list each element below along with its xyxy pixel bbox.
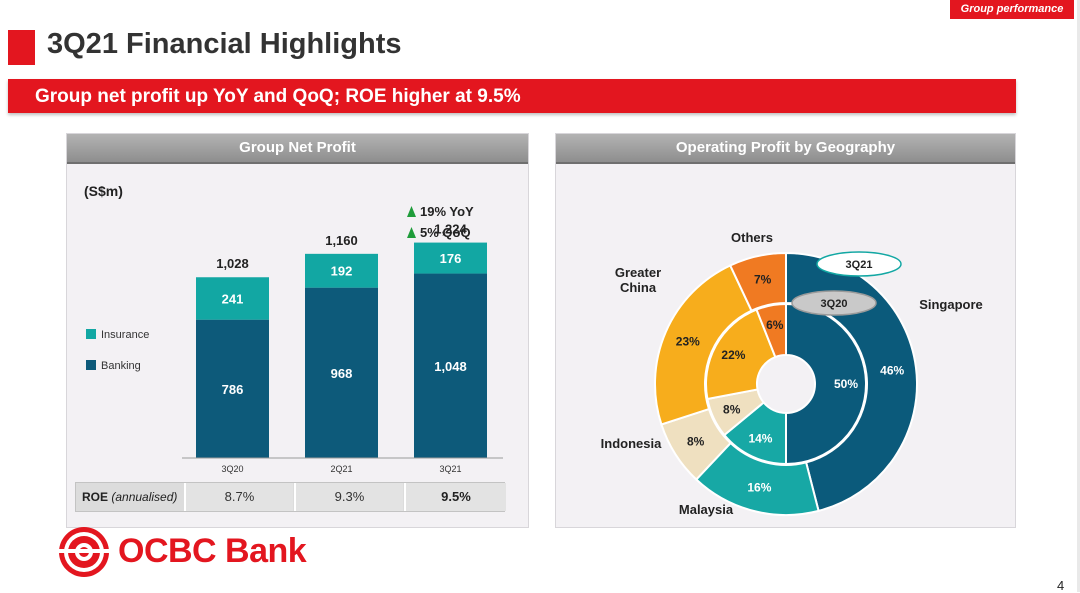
unit-label: (S$m) <box>84 183 123 199</box>
category-label-greater-china: China <box>620 280 657 295</box>
category-label-indonesia: Indonesia <box>601 436 662 451</box>
roe-cell-3q21: 9.5% <box>404 483 506 511</box>
bar-insurance-3q20 <box>196 277 269 320</box>
slice-value-label: 50% <box>834 377 858 391</box>
x-tick-label: 2Q21 <box>330 464 352 474</box>
bar-value-label: 176 <box>440 251 462 266</box>
ring-name-label: 3Q20 <box>821 298 848 310</box>
ocbc-logo-icon <box>58 527 110 577</box>
bar-banking-2q21 <box>305 287 378 458</box>
growth-yoy: 19% YoY <box>407 204 474 219</box>
bar-value-label: 241 <box>222 291 244 306</box>
title-accent-block <box>8 30 35 65</box>
legend-swatch-banking <box>86 360 96 370</box>
slice-value-label: 14% <box>748 431 772 445</box>
bar-value-label: 786 <box>222 382 244 397</box>
bar-insurance-3q21 <box>414 242 487 274</box>
slice-value-label: 16% <box>747 481 771 495</box>
roe-label: ROE <box>82 490 109 504</box>
operating-profit-geography-panel: Operating Profit by Geography 46% 16% 8% 23… <box>555 133 1016 528</box>
category-label-others: Others <box>731 230 773 245</box>
category-label-malaysia: Malaysia <box>679 502 734 517</box>
slice-value-label: 8% <box>723 403 741 417</box>
growth-yoy-text: 19% YoY <box>420 204 474 219</box>
bar-banking-3q21 <box>414 273 487 458</box>
slice-value-label: 23% <box>676 335 700 349</box>
net-profit-bar-chart: (S$m) 19% YoY 5% QoQ 786 241 1,028 3Q20 968 1… <box>84 183 503 474</box>
category-label-greater-china: Greater <box>615 265 661 280</box>
category-label-singapore: Singapore <box>919 297 983 312</box>
ring-name-bubble <box>791 290 877 316</box>
x-tick-label: 3Q21 <box>439 464 461 474</box>
ring-name-bubble <box>816 251 902 277</box>
slide-edge <box>1077 0 1080 592</box>
bar-total-label: 1,160 <box>325 233 358 248</box>
legend-label-insurance: Insurance <box>101 329 149 341</box>
legend-label-banking: Banking <box>101 360 141 372</box>
growth-qoq: 5% QoQ <box>407 225 471 240</box>
growth-qoq-text: 5% QoQ <box>420 225 471 240</box>
page-title: 3Q21 Financial Highlights <box>47 28 402 60</box>
roe-label-note: (annualised) <box>111 490 178 504</box>
subtitle-text: Group net profit up YoY and QoQ; ROE hig… <box>35 86 521 107</box>
bar-insurance-2q21 <box>305 253 378 288</box>
slice-inner-singapore <box>785 302 867 466</box>
section-tag: Group performance <box>950 0 1074 19</box>
subtitle-banner: Group net profit up YoY and QoQ; ROE hig… <box>8 79 1016 113</box>
x-tick-label: 3Q20 <box>221 464 243 474</box>
slice-value-label: 22% <box>721 348 745 362</box>
ocbc-logo-text: OCBC Bank <box>118 532 307 570</box>
up-arrow-icon <box>407 206 416 217</box>
ring-name-label: 3Q21 <box>846 259 873 271</box>
slice-value-label: 8% <box>687 434 705 448</box>
bar-value-label: 968 <box>331 366 353 381</box>
geography-donut-chart: 46% 16% 8% 23% 7% 50% 14% 8% 22% 6% Singapore Malay… <box>601 230 983 517</box>
bar-total-label: 1,224 <box>434 222 467 237</box>
slice-value-label: 6% <box>766 318 784 332</box>
slice-inner-others <box>755 302 787 359</box>
bar-total-label: 1,028 <box>216 256 249 271</box>
roe-cell-3q20: 8.7% <box>184 483 293 511</box>
panel-title: Operating Profit by Geography <box>556 134 1015 164</box>
roe-cell-2q21: 9.3% <box>294 483 403 511</box>
page-number: 4 <box>1057 578 1065 593</box>
roe-table: ROE (annualised) 8.7% 9.3% 9.5% <box>75 482 506 512</box>
slice-inner-greater-china <box>705 308 777 401</box>
panel-title: Group Net Profit <box>67 134 528 164</box>
group-net-profit-panel: Group Net Profit (S$m) 19% YoY 5% QoQ 78… <box>66 133 529 528</box>
bar-value-label: 192 <box>331 264 353 279</box>
up-arrow-icon <box>407 227 416 238</box>
slice-value-label: 7% <box>754 273 772 287</box>
bar-banking-3q20 <box>196 319 269 458</box>
legend-swatch-insurance <box>86 329 96 339</box>
bar-value-label: 1,048 <box>434 359 467 374</box>
slice-value-label: 46% <box>880 364 904 378</box>
roe-row-label: ROE (annualised) <box>76 483 184 511</box>
